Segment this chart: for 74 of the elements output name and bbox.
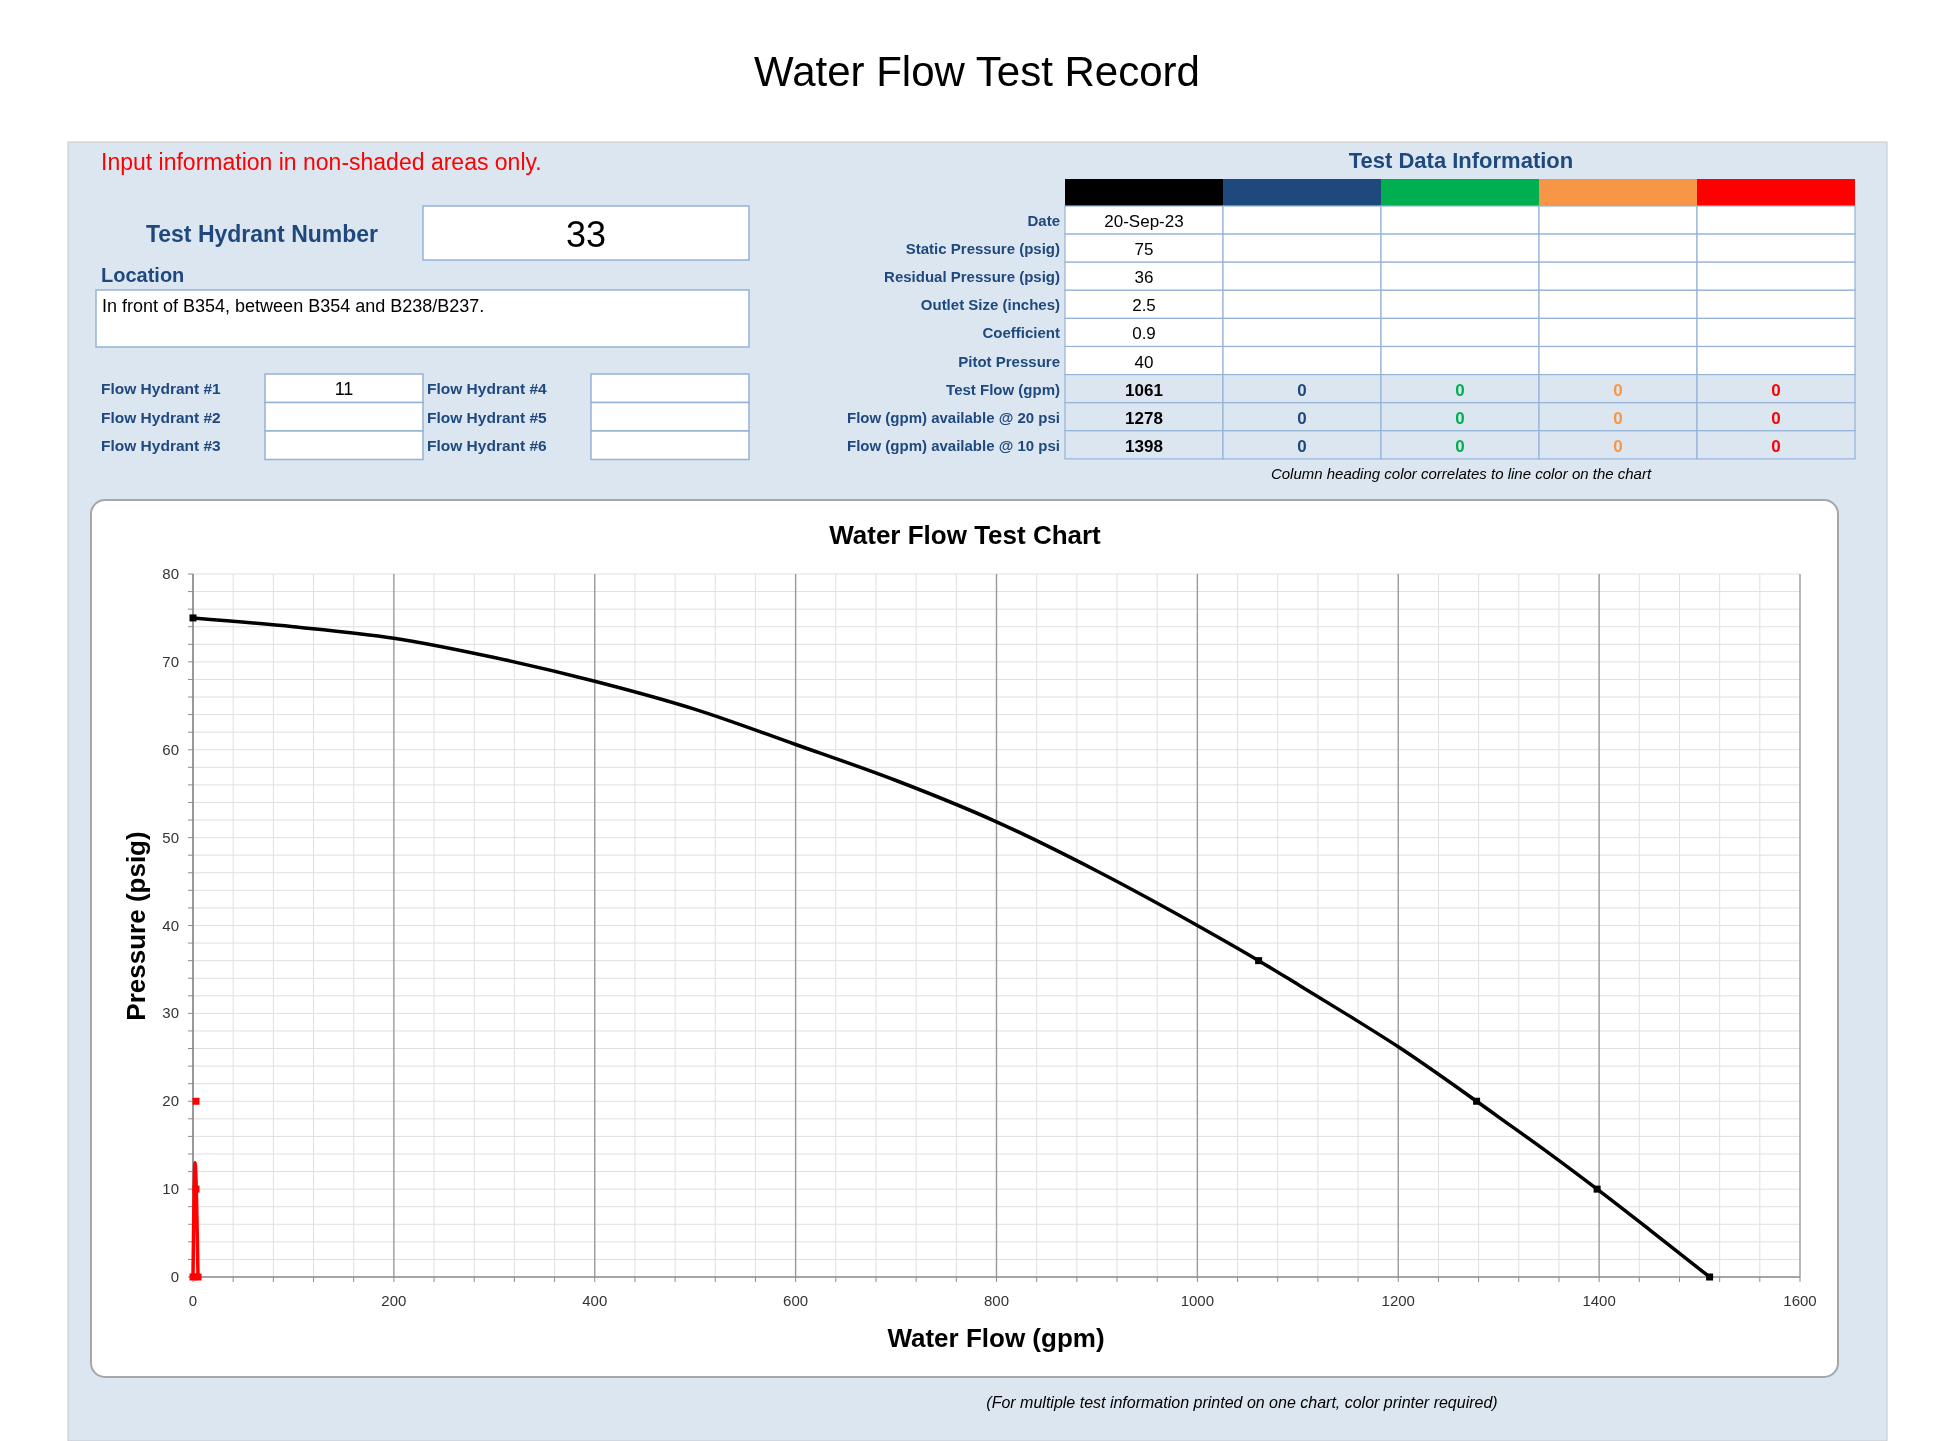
- category-label: Static Pressure (psig): [905, 240, 1060, 258]
- text: 1278: [1125, 408, 1163, 428]
- point: [189, 614, 197, 622]
- category-label: Test Hydrant Number: [145, 221, 379, 247]
- text: In front of B354, between B354 and B238/B237.: [102, 296, 485, 316]
- text: Test Data Information: [1348, 148, 1574, 173]
- text: (For multiple test information printed on one chart, color printer required): [986, 1394, 1498, 1411]
- x-tick-label: 1200: [1381, 1292, 1415, 1309]
- y-tick-label: 30: [162, 1004, 179, 1022]
- category-label: Coefficient: [982, 324, 1060, 342]
- category-label: Flow Hydrant #2: [101, 408, 221, 426]
- x-tick-label: 1000: [1180, 1292, 1215, 1309]
- point: [1706, 1273, 1714, 1281]
- category-label: Flow Hydrant #5: [427, 408, 547, 426]
- category-label: Outlet Size (inches): [920, 296, 1060, 314]
- x-axis-title: Water Flow (gpm): [887, 1323, 1105, 1353]
- point: [1593, 1185, 1601, 1193]
- y-tick-label: 10: [162, 1180, 179, 1198]
- category-label: Date: [1027, 212, 1060, 229]
- text: 0: [1297, 408, 1307, 428]
- category-label: Pitot Pressure: [958, 352, 1060, 370]
- text: Input information in non-shaded areas only.: [101, 149, 542, 175]
- category-label: Test Flow (gpm): [946, 380, 1060, 398]
- y-tick-label: 80: [162, 565, 179, 582]
- category-label: Flow Hydrant #1: [101, 380, 221, 397]
- category-label: Flow Hydrant #6: [427, 437, 547, 454]
- category-label: Flow Hydrant #3: [101, 437, 221, 454]
- text: 0: [1613, 436, 1623, 456]
- category-label: Flow (gpm) available @ 10 psi: [846, 436, 1060, 454]
- text: 2.5: [1132, 296, 1156, 316]
- x-tick-label: 800: [983, 1292, 1010, 1309]
- text: 75: [1134, 240, 1154, 260]
- text: 0: [1297, 436, 1307, 456]
- text: 11: [334, 379, 354, 399]
- text: 40: [1134, 352, 1154, 372]
- text: 0: [1771, 436, 1781, 456]
- point: [1255, 957, 1263, 965]
- x-tick-label: 1400: [1582, 1292, 1616, 1309]
- text: 0: [1297, 380, 1307, 400]
- category-label: Residual Pressure (psig): [884, 268, 1060, 286]
- y-tick-label: 70: [162, 652, 179, 670]
- point: [1473, 1097, 1481, 1105]
- text: 33: [565, 214, 607, 255]
- y-tick-label: 60: [162, 740, 179, 758]
- text: 0: [1455, 380, 1465, 400]
- x-tick-label: 1600: [1783, 1292, 1817, 1309]
- text: 1061: [1125, 380, 1163, 400]
- x-tick-label: 200: [381, 1292, 407, 1309]
- point: [192, 1097, 200, 1105]
- text: 0: [1455, 436, 1465, 456]
- text: 0: [1771, 408, 1781, 428]
- text: 0: [1455, 408, 1465, 428]
- x-tick-label: 400: [582, 1292, 608, 1309]
- text: Water Flow Test Record: [754, 48, 1200, 95]
- text: 0: [1771, 380, 1781, 400]
- text: 36: [1134, 268, 1154, 288]
- y-axis-title: Pressure (psig): [121, 831, 151, 1021]
- x-tick-label: 600: [783, 1292, 809, 1309]
- y-tick-label: 0: [170, 1268, 179, 1285]
- category-label: Location: [101, 264, 185, 286]
- point: [192, 1185, 200, 1193]
- text: 0: [1613, 408, 1623, 428]
- text: 20-Sep-23: [1104, 212, 1184, 231]
- y-tick-label: 20: [162, 1092, 179, 1110]
- category-label: Flow (gpm) available @ 20 psi: [846, 408, 1060, 426]
- y-tick-label: 40: [162, 916, 179, 934]
- text: 0: [1613, 380, 1623, 400]
- text: 0.9: [1132, 324, 1156, 344]
- chart-title: Water Flow Test Chart: [829, 520, 1102, 550]
- y-tick-label: 50: [162, 828, 179, 846]
- text: Column heading color correlates to line color on the chart: [1270, 465, 1652, 482]
- category-label: Flow Hydrant #4: [427, 380, 547, 397]
- text: 1398: [1125, 436, 1163, 456]
- x-tick-label: 0: [188, 1292, 198, 1309]
